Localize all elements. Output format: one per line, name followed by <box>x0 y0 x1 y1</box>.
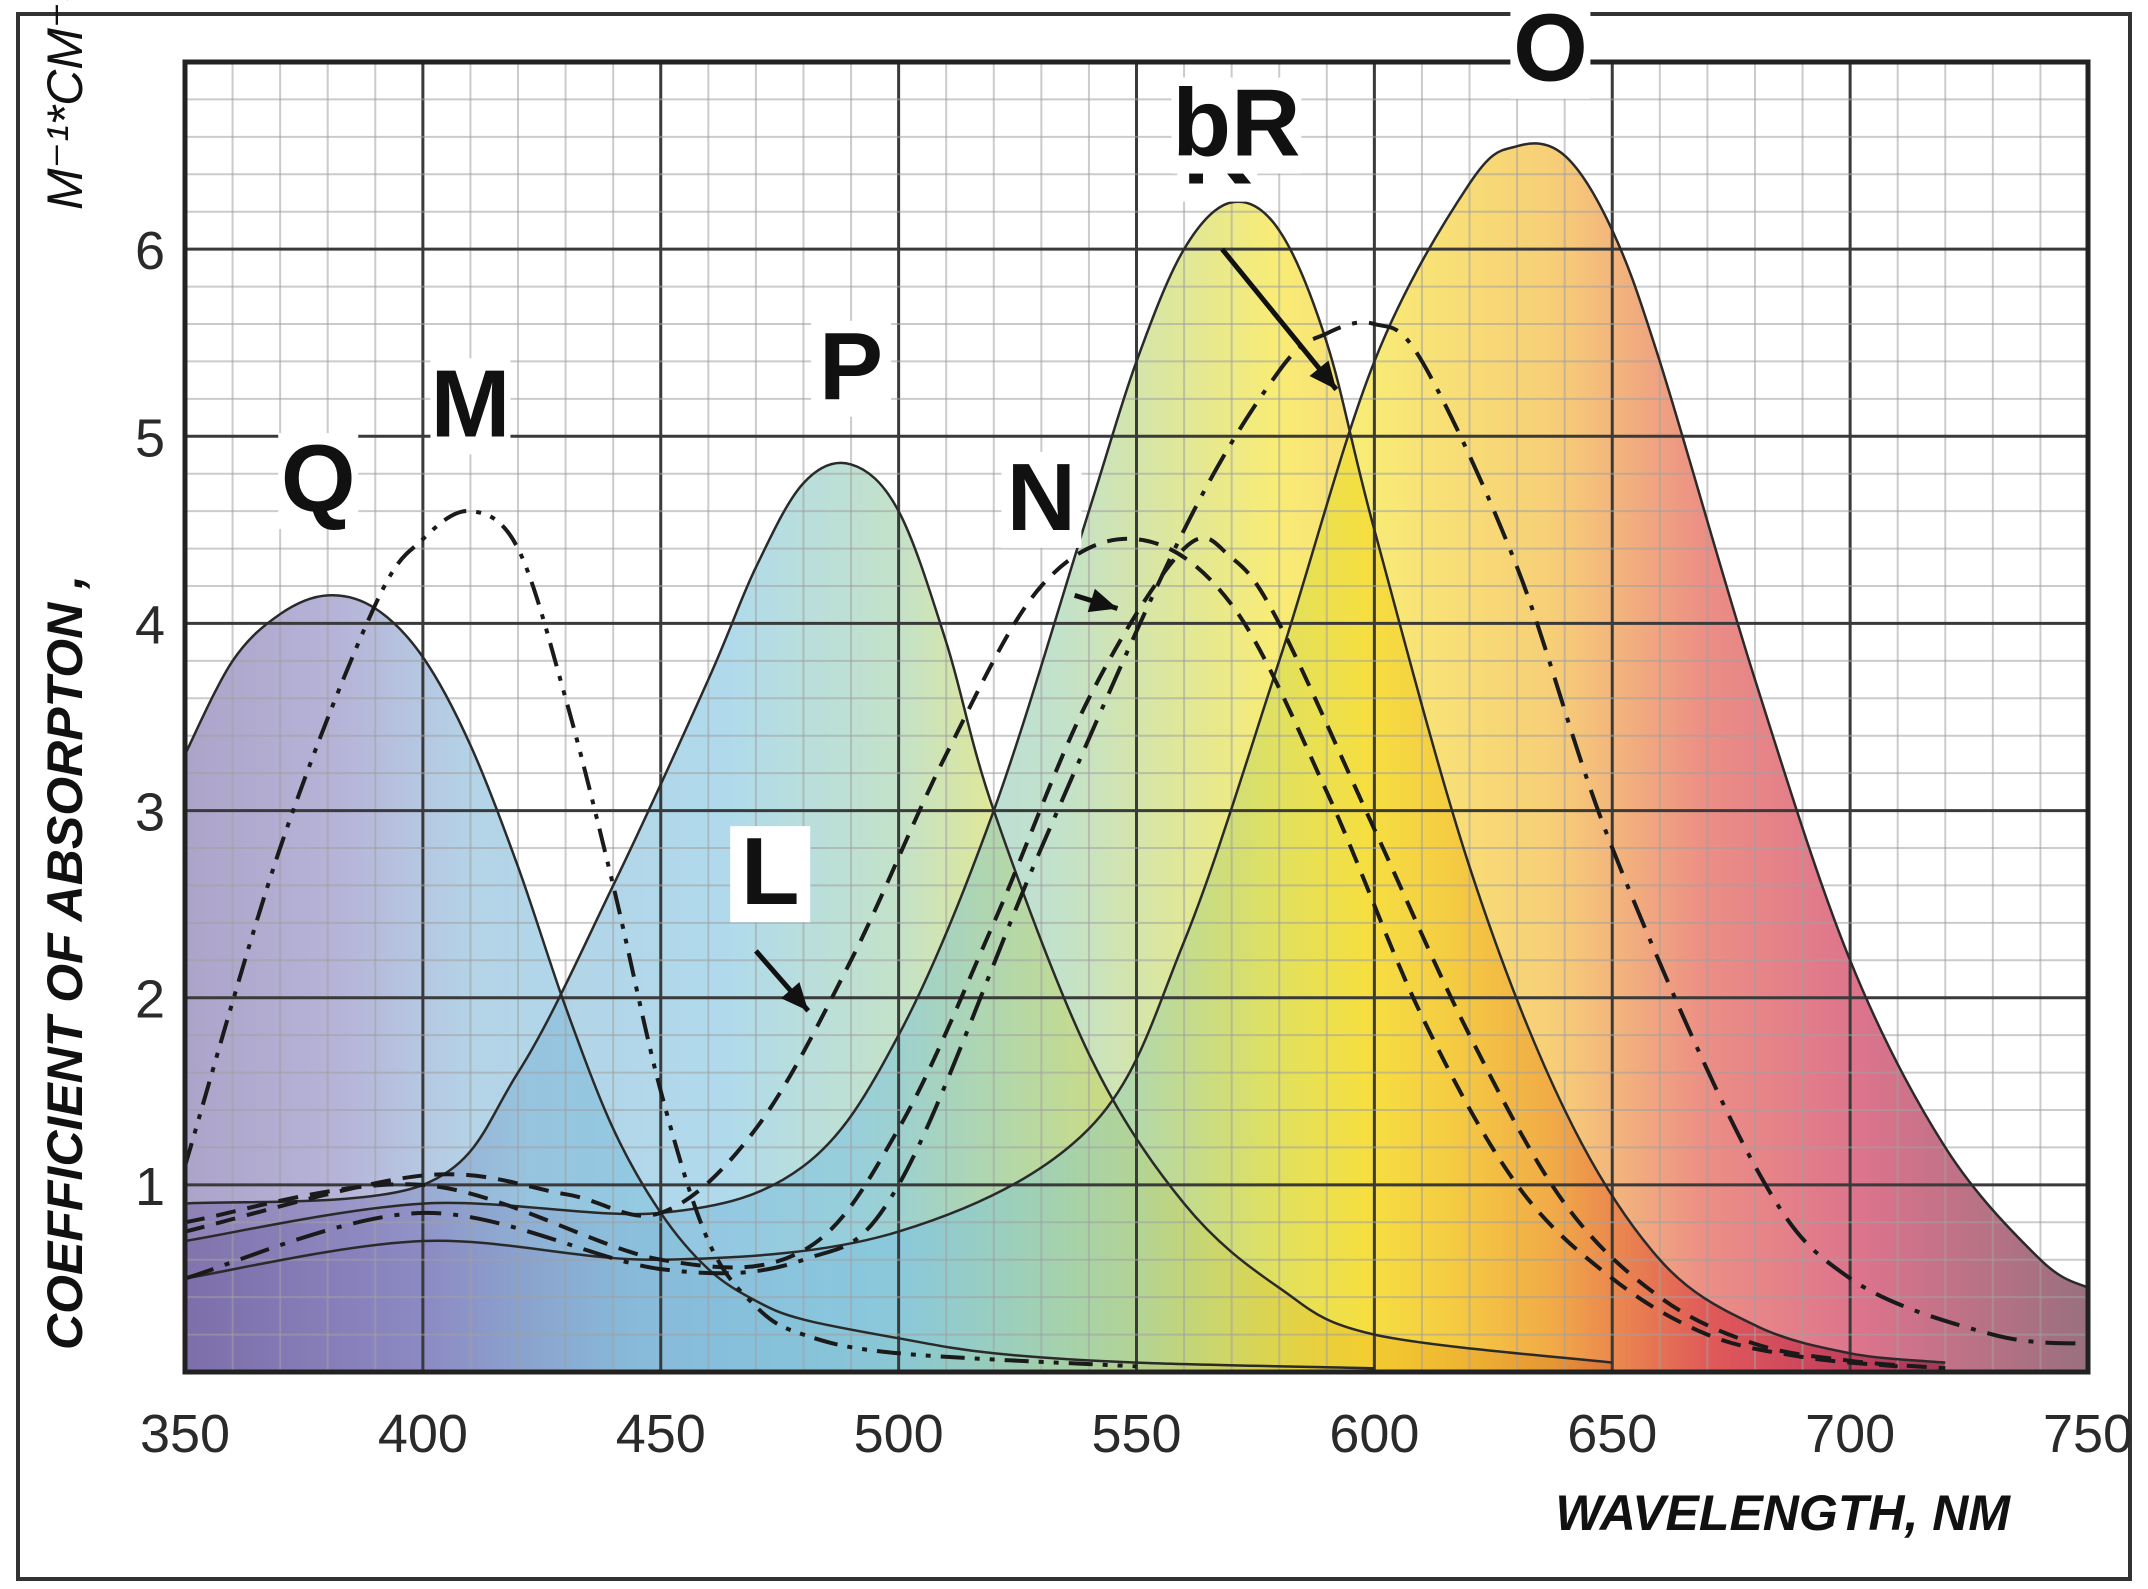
y-tick-label: 1 <box>135 1157 165 1217</box>
arrow-head <box>1087 588 1118 613</box>
y-axis-unit: M⁻¹*CM⁻¹*10⁻⁴ <box>37 0 93 210</box>
y-axis-title-group: COEFFICIENT OF ABSORPTON , M⁻¹*CM⁻¹*10⁻⁴ <box>37 0 93 1350</box>
curve-label-m: M <box>430 350 510 457</box>
curve-labels: QMPNKbROL <box>278 0 1591 925</box>
x-tick-label: 500 <box>854 1404 944 1464</box>
x-tick-label: 600 <box>1329 1404 1419 1464</box>
curve-p-outline <box>185 461 1613 1364</box>
y-axis-title: COEFFICIENT OF ABSORPTON , <box>37 575 93 1350</box>
x-tick-label: 450 <box>616 1404 706 1464</box>
y-tick-label: 5 <box>135 408 165 468</box>
x-tick-label: 550 <box>1091 1404 1181 1464</box>
curve-label-bg <box>430 358 511 455</box>
curve-label-q: Q <box>281 425 356 532</box>
y-tick-label: 4 <box>135 595 165 655</box>
curve-label-bg <box>811 320 892 417</box>
arrow-shaft <box>1220 247 1339 392</box>
label-arrows <box>754 247 1339 1013</box>
curve-label-bg <box>278 433 359 530</box>
plot-axes <box>182 59 2091 1375</box>
y-tick-labels: 1 2 3 4 5 6 <box>135 221 165 1217</box>
curve-label-p: P <box>819 313 883 420</box>
x-axis-title: WAVELENGTH, NM <box>1555 1485 2011 1541</box>
arrow-head <box>780 982 809 1011</box>
curve-br-outline <box>185 200 1946 1364</box>
y-tick-label: 2 <box>135 970 165 1030</box>
curve-label-o: O <box>1513 0 1588 102</box>
curve-label-bg <box>730 826 811 923</box>
curve-q-outline <box>185 594 1375 1370</box>
curve-label-bg <box>1001 451 1082 548</box>
curve-label-bg <box>1171 77 1302 174</box>
curve-label-br: bR <box>1172 70 1300 177</box>
x-tick-label: 350 <box>140 1404 230 1464</box>
grid-lines <box>183 60 2090 1374</box>
curve-label-l: L <box>741 818 800 925</box>
arrow-head <box>1309 360 1337 390</box>
curve-label-n: N <box>1007 444 1076 551</box>
x-tick-labels: 350 400 450 500 550 600 650 700 750 <box>140 1404 2133 1464</box>
x-tick-label: 400 <box>378 1404 468 1464</box>
curve-o-outline <box>185 142 2088 1289</box>
y-tick-label: 6 <box>135 221 165 281</box>
x-tick-label: 650 <box>1567 1404 1657 1464</box>
filled-spectra-outlines <box>185 142 2088 1370</box>
plot-border <box>182 59 2091 1375</box>
curve-label-bg <box>1510 2 1591 99</box>
curve-m-line <box>185 509 1137 1369</box>
x-tick-label: 750 <box>2043 1404 2133 1464</box>
y-tick-label: 3 <box>135 783 165 843</box>
x-tick-label: 700 <box>1805 1404 1895 1464</box>
curve-l-line <box>185 536 1898 1369</box>
curve-n-line <box>185 535 1946 1371</box>
